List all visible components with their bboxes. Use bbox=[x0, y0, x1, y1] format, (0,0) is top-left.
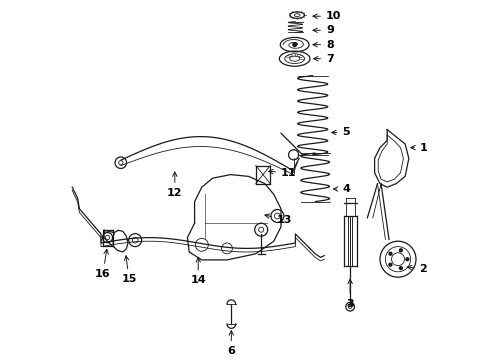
Circle shape bbox=[389, 252, 392, 255]
Circle shape bbox=[389, 263, 392, 266]
Text: 5: 5 bbox=[332, 127, 350, 138]
Circle shape bbox=[399, 267, 402, 270]
Text: 2: 2 bbox=[407, 264, 427, 274]
Text: 10: 10 bbox=[313, 11, 342, 21]
Text: 11: 11 bbox=[269, 168, 296, 178]
Text: 1: 1 bbox=[411, 143, 427, 153]
Text: 15: 15 bbox=[122, 256, 137, 284]
Text: 8: 8 bbox=[313, 40, 334, 50]
Text: 3: 3 bbox=[346, 279, 354, 309]
Circle shape bbox=[406, 258, 409, 261]
Text: 6: 6 bbox=[227, 331, 235, 356]
Text: 7: 7 bbox=[314, 54, 334, 64]
Text: 14: 14 bbox=[191, 258, 206, 285]
Text: 16: 16 bbox=[95, 249, 111, 279]
Text: 12: 12 bbox=[167, 172, 183, 198]
Circle shape bbox=[399, 249, 402, 252]
Text: 9: 9 bbox=[313, 25, 334, 35]
Circle shape bbox=[293, 43, 296, 46]
Text: 13: 13 bbox=[265, 214, 292, 225]
Text: 4: 4 bbox=[334, 184, 350, 194]
